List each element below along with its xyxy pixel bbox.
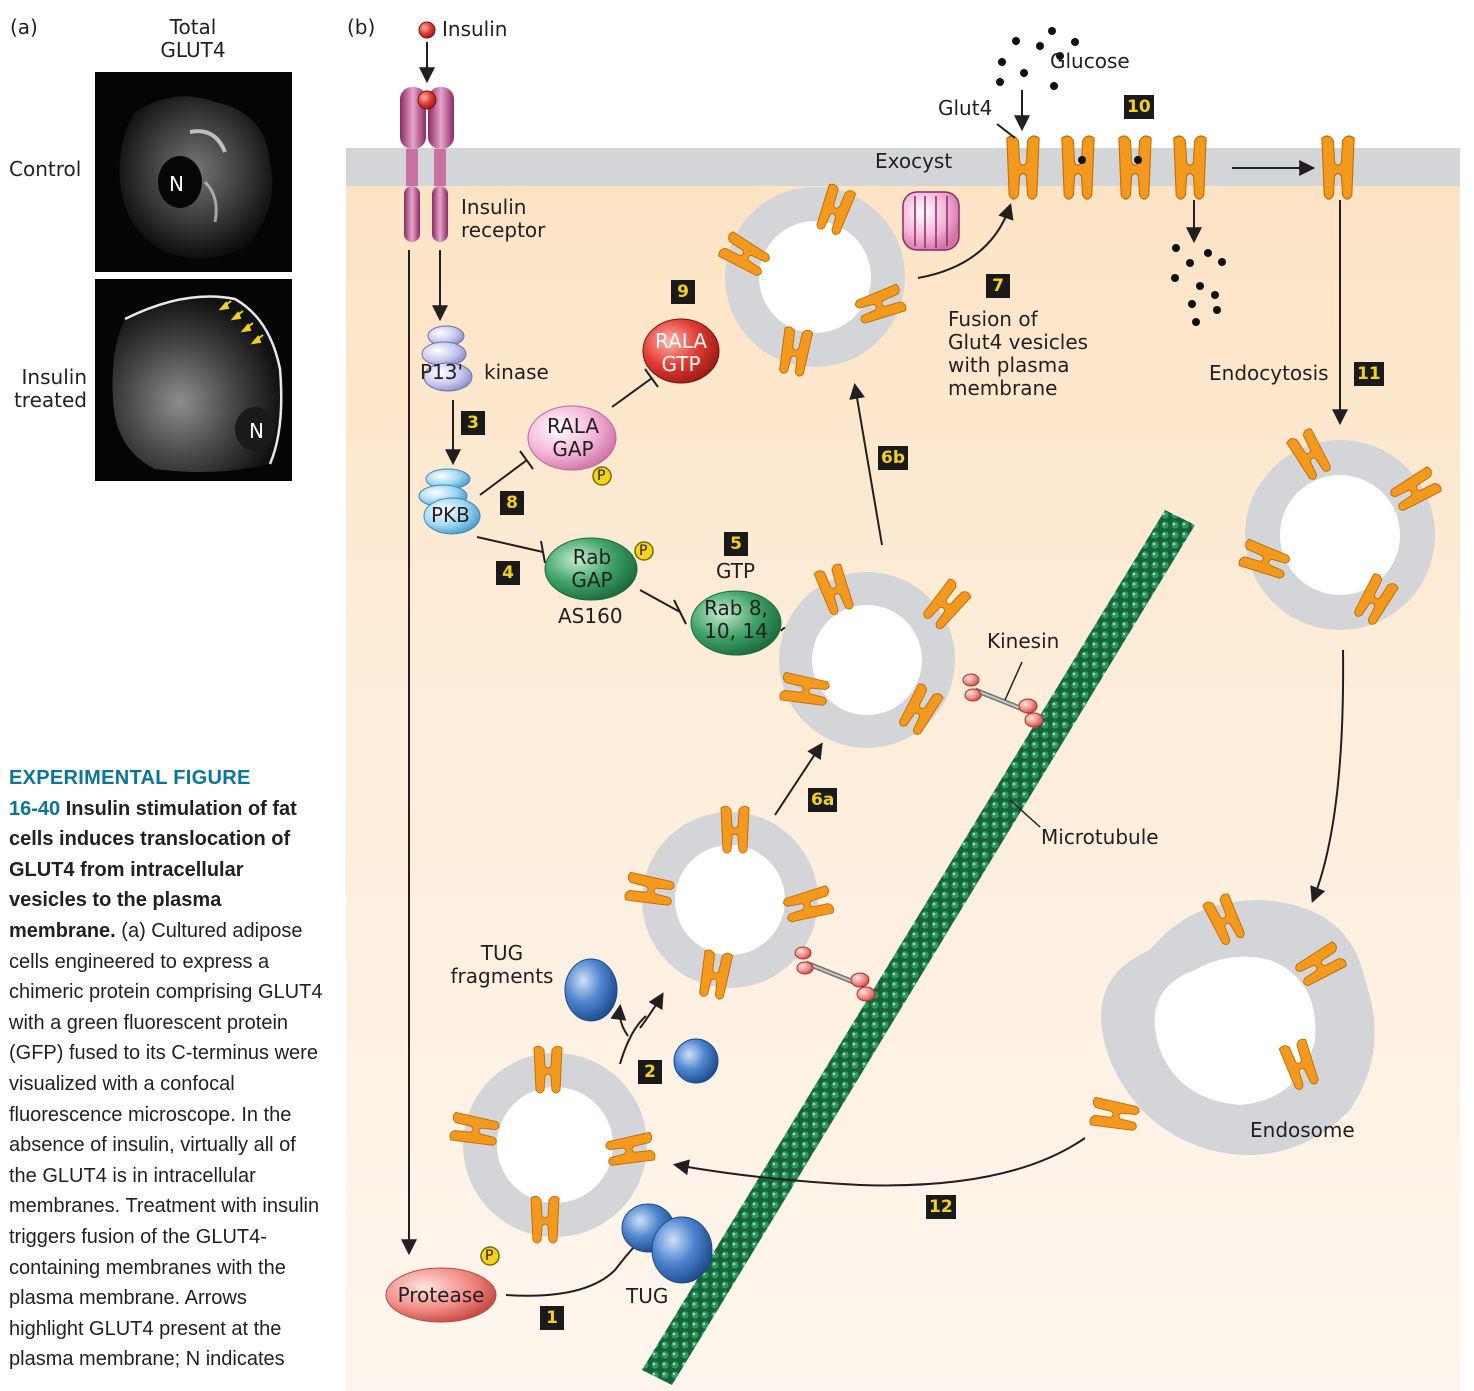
kinesin-upper xyxy=(962,673,1044,728)
protease-label: Protease xyxy=(397,1283,485,1307)
insulin-treated-row-label: Insulin treated xyxy=(13,365,87,412)
phospho-label-protease: P xyxy=(485,1248,494,1264)
kinesin-leader xyxy=(1004,661,1023,701)
rala-gtp-shape xyxy=(642,318,720,384)
tug-fragments-label: TUG fragments xyxy=(450,941,554,988)
step-9: 9 xyxy=(671,280,695,304)
glucose-dots xyxy=(996,27,1226,326)
glucose-label: Glucose xyxy=(1050,49,1130,73)
exocyst-shape xyxy=(902,191,960,251)
insulin-molecule xyxy=(418,21,436,39)
rab-gap-label: Rab GAP xyxy=(571,545,613,592)
membrane-glut4-cluster xyxy=(1006,135,1355,200)
caption-body: (a) Cultured adipose cells engineered to… xyxy=(9,919,323,1371)
total-glut4-header: Total GLUT4 xyxy=(160,15,226,62)
step-3: 3 xyxy=(461,411,485,435)
phospho-label-rab: P xyxy=(639,543,648,559)
vesicle-bottom xyxy=(448,1045,657,1244)
as160-label: AS160 xyxy=(558,604,623,628)
step-2: 2 xyxy=(638,1060,662,1084)
microtubule xyxy=(642,510,1195,1385)
insulin-cell-image xyxy=(112,295,283,473)
control-cell-image xyxy=(119,96,273,259)
step-6a: 6a xyxy=(808,788,838,812)
glut4-label: Glut4 xyxy=(938,96,993,120)
rab-gap-shape xyxy=(544,537,638,601)
phospho-label-rala: P xyxy=(597,468,606,484)
kinase-label: kinase xyxy=(484,360,549,384)
rala-gap-shape xyxy=(527,405,617,471)
endosome-shape xyxy=(1088,892,1375,1155)
microtubule-leader xyxy=(1009,799,1041,828)
protease-shape xyxy=(385,1267,497,1323)
phospho-markers xyxy=(480,466,654,1266)
insulin-label: Insulin xyxy=(442,17,508,41)
microtubule-label: Microtubule xyxy=(1041,825,1159,849)
step-7: 7 xyxy=(986,274,1010,298)
rab-shape xyxy=(690,590,782,656)
endosome-label: Endosome xyxy=(1250,1118,1355,1142)
panel-a-label: (a) xyxy=(10,15,38,39)
control-row-label: Control xyxy=(9,157,82,181)
caption-title: Insulin stimulation of fat cells induces… xyxy=(9,797,297,942)
figure-caption: EXPERIMENTAL FIGURE 16-40 Insulin stimul… xyxy=(9,763,324,1375)
insulin-nucleus-label: N xyxy=(249,419,264,443)
control-micrograph: N xyxy=(95,72,292,272)
pi3-short-label: P13' xyxy=(420,360,464,384)
step-8: 8 xyxy=(500,491,524,515)
tug-fragments-shapes xyxy=(564,958,719,1084)
step-1: 1 xyxy=(540,1306,564,1330)
step-12: 12 xyxy=(926,1195,956,1219)
step-11: 11 xyxy=(1354,362,1384,386)
step-4: 4 xyxy=(496,561,520,585)
step-10: 10 xyxy=(1124,95,1154,119)
panel-b-label: (b) xyxy=(347,15,376,39)
caption-heading: EXPERIMENTAL FIGURE xyxy=(9,767,251,789)
rala-gtp-label: RALA GTP xyxy=(654,329,708,376)
vesicle-endocytosed xyxy=(1237,427,1443,630)
pathway-arrows xyxy=(505,90,1348,1297)
insulin-receptor-label: Insulin receptor xyxy=(461,195,546,242)
vesicle-middle xyxy=(778,562,973,748)
pi3-kinase-shape xyxy=(421,325,473,392)
insulin-receptor-shape xyxy=(400,87,454,242)
gtp-label: GTP xyxy=(716,559,756,583)
pkb-label: PKB xyxy=(431,503,470,527)
vesicle-lower xyxy=(623,805,835,1001)
step-6b: 6b xyxy=(878,446,908,470)
fusion-label: Fusion of Glut4 vesicles with plasma mem… xyxy=(948,307,1089,400)
insulin-micrograph: N xyxy=(95,279,292,481)
pkb-shape xyxy=(418,468,481,535)
vesicle-top xyxy=(717,182,908,378)
rab-label: Rab 8, 10, 14 xyxy=(704,596,768,643)
exocyst-label: Exocyst xyxy=(875,149,953,173)
rala-gap-label: RALA GAP xyxy=(546,414,600,461)
caption-figure-number: 16-40 xyxy=(9,797,61,820)
endocytosis-label: Endocytosis xyxy=(1209,361,1329,385)
step-5: 5 xyxy=(724,532,748,556)
tug-shape xyxy=(621,1203,713,1284)
tug-label: TUG xyxy=(626,1284,669,1308)
inhibition-lines xyxy=(476,368,687,625)
kinesin-lower xyxy=(794,946,876,1002)
control-nucleus-label: N xyxy=(169,172,184,196)
kinesin-label: Kinesin xyxy=(987,629,1060,653)
